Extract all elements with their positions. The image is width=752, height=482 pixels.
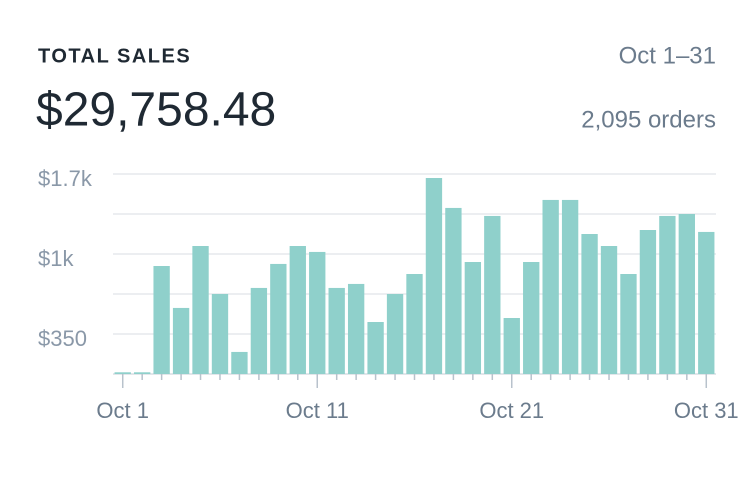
bar [289,246,306,374]
x-tick-label: Oct 21 [479,398,544,423]
bar [581,234,598,374]
bar [542,199,559,374]
order-count: 2,095 orders [581,106,716,133]
bar [484,215,501,374]
bar [659,215,676,374]
bar [503,318,520,374]
bar [114,372,131,374]
bar [309,251,326,374]
bar [600,246,618,374]
bar [270,263,287,374]
bar [561,199,579,374]
bar [211,294,229,374]
x-tick-label: Oct 31 [674,398,739,423]
bar [425,178,443,374]
y-tick-label: $1k [38,246,74,271]
y-tick-label: $350 [38,326,87,351]
total-sales: $29,758.48 [36,84,276,137]
x-tick-label: Oct 1 [96,398,149,423]
bar [678,214,695,374]
bar [134,372,151,374]
bar [386,294,404,374]
bar [406,274,423,374]
bar [192,246,209,374]
bar [328,287,345,374]
x-tick-label: Oct 11 [286,398,349,423]
bar [698,231,715,374]
bar [153,266,170,374]
bar [523,262,540,374]
date-range: Oct 1–31 [619,42,716,69]
card-title: TOTAL SALES [38,45,191,67]
bar [367,322,384,374]
bar [464,262,482,374]
bar [250,287,268,374]
bar [231,351,248,374]
bar [639,230,657,374]
bar [347,283,365,374]
bar [620,274,637,374]
bar [172,307,190,374]
bar [445,207,462,374]
y-tick-label: $1.7k [38,166,93,191]
